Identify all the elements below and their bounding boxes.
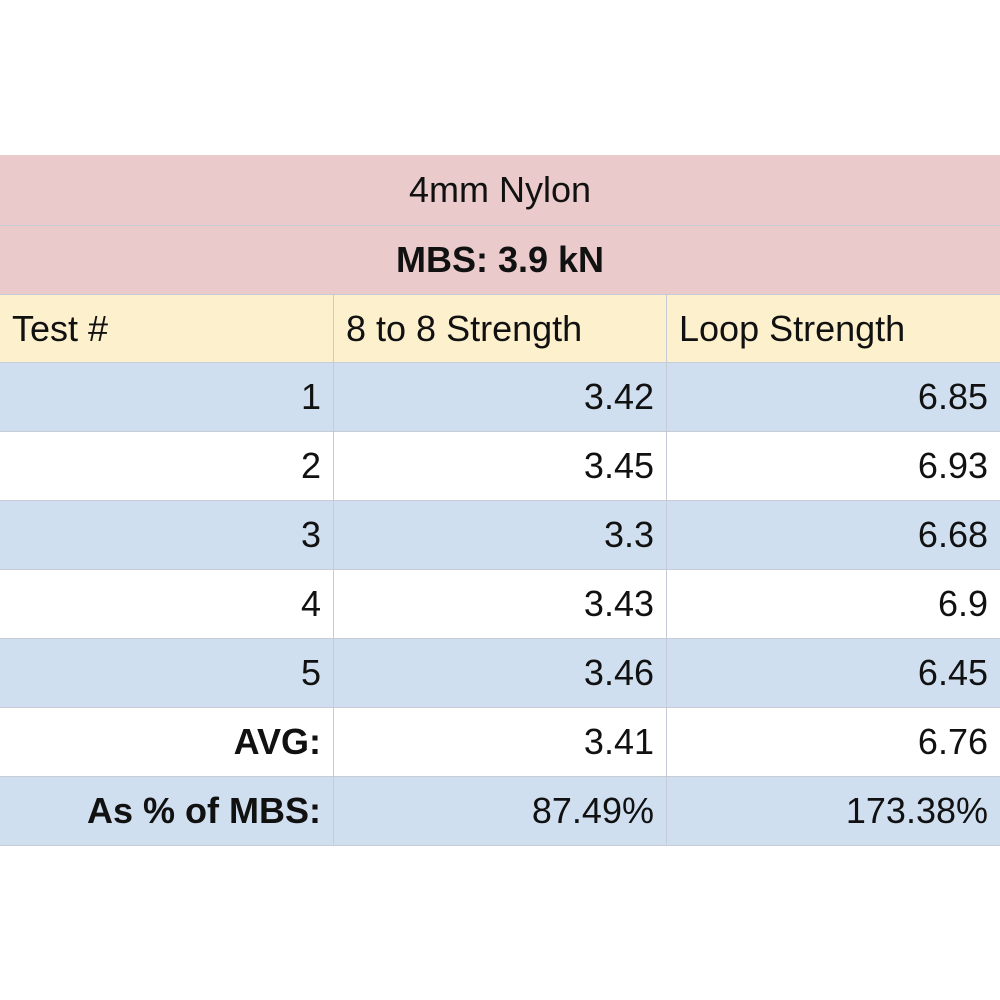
row-label: 4 <box>0 570 334 638</box>
data-cell: 6.76 <box>917 721 988 762</box>
row-label: 3 <box>0 501 334 569</box>
data-row: 1 3.42 6.85 <box>0 363 1000 432</box>
column-header: 8 to 8 Strength <box>334 295 667 362</box>
data-row: 4 3.43 6.9 <box>0 570 1000 639</box>
data-cell: 3.42 <box>334 363 667 431</box>
data-cell: 87.49% <box>334 777 667 845</box>
data-cell: 3.3 <box>334 501 667 569</box>
data-cell: 6.93 <box>917 445 988 486</box>
data-row: As % of MBS: 87.49% 173.38% <box>0 777 1000 846</box>
subtitle-row: MBS: 3.9 kN <box>0 226 1000 295</box>
data-cell: 3.41 <box>334 708 667 776</box>
column-header: Test # <box>0 295 334 362</box>
data-cell: 3.45 <box>334 432 667 500</box>
data-row: 3 3.3 6.68 <box>0 501 1000 570</box>
row-label: AVG: <box>0 708 334 776</box>
row-label: 1 <box>0 363 334 431</box>
data-cell: 3.43 <box>334 570 667 638</box>
table-subtitle: MBS: 3.9 kN <box>395 239 605 280</box>
data-cell: 6.9 <box>937 583 988 624</box>
table-title: 4mm Nylon <box>408 169 592 210</box>
data-row: AVG: 3.41 6.76 <box>0 708 1000 777</box>
data-cell: 173.38% <box>845 790 988 831</box>
data-row: 2 3.45 6.93 <box>0 432 1000 501</box>
data-cell: 3.46 <box>334 639 667 707</box>
row-label: 5 <box>0 639 334 707</box>
row-label: As % of MBS: <box>0 777 334 845</box>
data-cell: 6.68 <box>917 514 988 555</box>
column-header: Loop Strength <box>679 307 906 349</box>
header-row: Test #8 to 8 Strength Loop Strength <box>0 295 1000 363</box>
title-row: 4mm Nylon <box>0 155 1000 226</box>
strength-table: 4mm Nylon MBS: 3.9 kN Test #8 to 8 Stren… <box>0 155 1000 846</box>
data-cell: 6.85 <box>917 376 988 417</box>
data-row: 5 3.46 6.45 <box>0 639 1000 708</box>
data-cell: 6.45 <box>917 652 988 693</box>
row-label: 2 <box>0 432 334 500</box>
